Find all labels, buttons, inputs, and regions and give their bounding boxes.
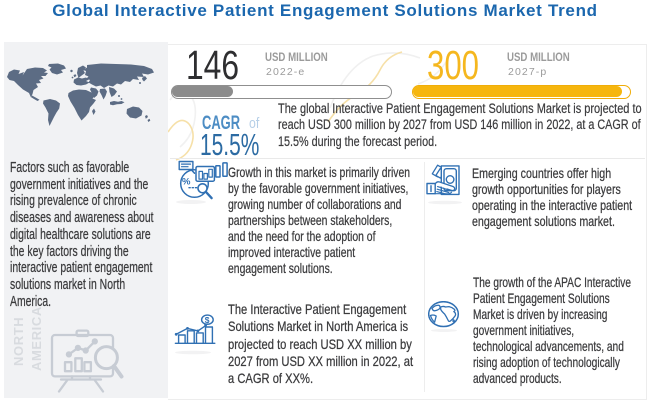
svg-text:%: % <box>182 177 191 188</box>
svg-text:$: $ <box>205 315 210 325</box>
